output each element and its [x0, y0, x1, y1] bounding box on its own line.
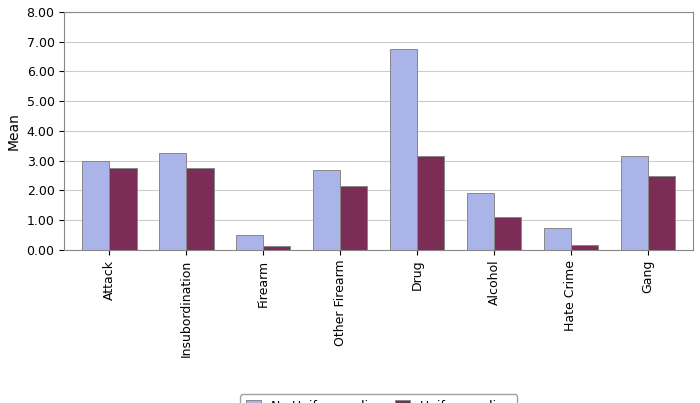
Bar	[313, 170, 340, 250]
Bar	[340, 186, 368, 250]
Bar	[390, 49, 417, 250]
Bar	[621, 156, 648, 250]
Bar	[648, 177, 675, 250]
Bar	[544, 229, 571, 250]
Legend: No Uniform policy, Uniform policy: No Uniform policy, Uniform policy	[240, 394, 517, 403]
Y-axis label: Mean: Mean	[7, 112, 21, 150]
Bar	[263, 246, 290, 250]
Bar	[83, 161, 109, 250]
Bar	[109, 168, 136, 250]
Bar	[571, 245, 598, 250]
Bar	[186, 168, 214, 250]
Bar	[236, 235, 263, 250]
Bar	[159, 153, 186, 250]
Bar	[467, 193, 494, 250]
Bar	[417, 156, 444, 250]
Bar	[494, 216, 521, 250]
